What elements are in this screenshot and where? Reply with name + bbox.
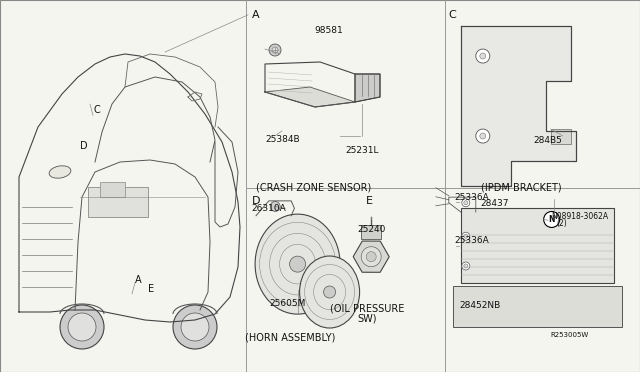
Text: E: E — [365, 196, 372, 206]
Text: (IPDM BRACKET): (IPDM BRACKET) — [481, 182, 562, 192]
Circle shape — [480, 133, 486, 139]
Text: 25384B: 25384B — [266, 135, 300, 144]
Text: 25336A: 25336A — [454, 193, 489, 202]
Circle shape — [464, 201, 468, 205]
Circle shape — [476, 129, 490, 143]
Text: 28437: 28437 — [480, 199, 509, 208]
Text: 25240: 25240 — [358, 225, 386, 234]
Text: A: A — [252, 10, 259, 20]
Ellipse shape — [255, 214, 340, 314]
Bar — [100, 182, 125, 197]
Circle shape — [290, 256, 306, 272]
Text: (2): (2) — [557, 219, 568, 228]
Circle shape — [270, 202, 280, 211]
Circle shape — [464, 264, 468, 268]
Polygon shape — [355, 74, 380, 102]
Circle shape — [462, 262, 470, 270]
Text: 25231L: 25231L — [346, 146, 379, 155]
Circle shape — [361, 247, 381, 267]
Text: D: D — [80, 141, 88, 151]
Circle shape — [543, 211, 559, 228]
Text: 98581: 98581 — [314, 26, 342, 35]
Bar — [453, 286, 622, 327]
Bar — [88, 187, 148, 217]
Bar — [551, 129, 571, 144]
Text: C: C — [93, 105, 100, 115]
Text: 28452NB: 28452NB — [460, 301, 500, 310]
Circle shape — [480, 53, 486, 59]
Circle shape — [464, 234, 468, 238]
Circle shape — [272, 47, 278, 53]
Circle shape — [462, 232, 470, 240]
Text: E: E — [148, 284, 154, 294]
Text: (OIL PRESSURE: (OIL PRESSURE — [330, 304, 404, 314]
Text: 25336A: 25336A — [454, 236, 489, 245]
Text: 26310A: 26310A — [252, 204, 286, 213]
Bar — [461, 208, 614, 283]
Ellipse shape — [49, 166, 71, 178]
Text: SW): SW) — [358, 313, 377, 323]
Polygon shape — [265, 87, 355, 107]
Circle shape — [269, 44, 281, 56]
Circle shape — [366, 252, 376, 262]
Circle shape — [462, 199, 470, 207]
Circle shape — [181, 313, 209, 341]
Circle shape — [68, 313, 96, 341]
Text: D: D — [252, 196, 260, 206]
Text: N08918-3062A: N08918-3062A — [552, 212, 609, 221]
Circle shape — [476, 49, 490, 63]
Ellipse shape — [300, 256, 360, 328]
Circle shape — [173, 305, 217, 349]
Bar — [361, 225, 381, 239]
Polygon shape — [461, 26, 576, 186]
Text: N: N — [548, 215, 555, 224]
Text: (HORN ASSEMBLY): (HORN ASSEMBLY) — [244, 333, 335, 343]
Circle shape — [324, 286, 335, 298]
Text: 284B5: 284B5 — [533, 136, 562, 145]
Text: R253005W: R253005W — [550, 332, 589, 338]
Circle shape — [60, 305, 104, 349]
Text: (CRASH ZONE SENSOR): (CRASH ZONE SENSOR) — [256, 182, 371, 192]
Text: C: C — [448, 10, 456, 20]
Text: 25605M: 25605M — [270, 299, 306, 308]
Text: A: A — [135, 275, 141, 285]
